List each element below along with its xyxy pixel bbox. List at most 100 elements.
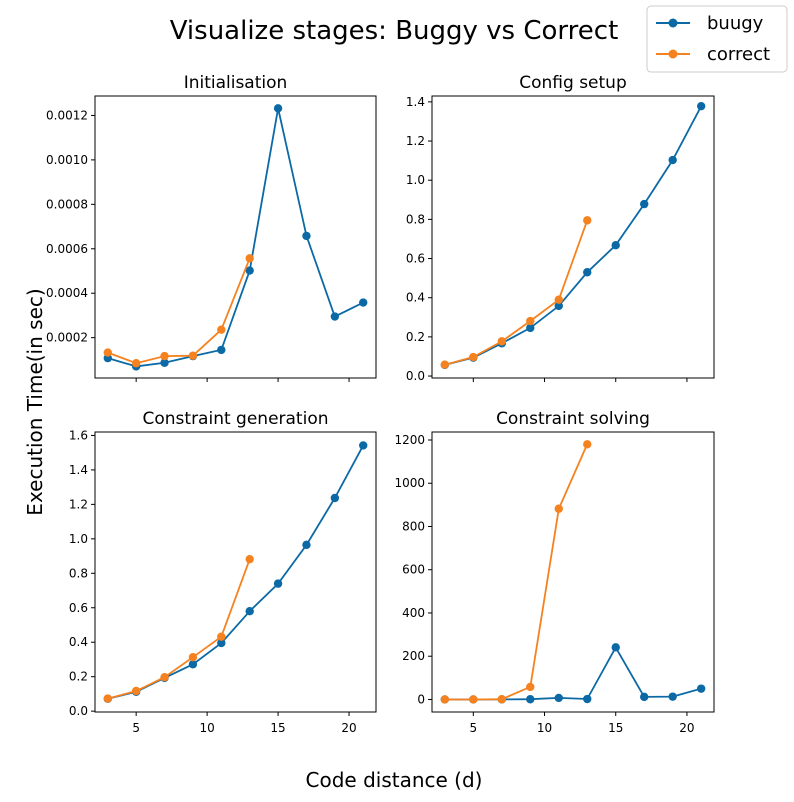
legend-marker-buugy <box>668 18 678 28</box>
y-tick-label: 0.4 <box>406 291 425 305</box>
series-line-buugy <box>444 105 702 366</box>
data-point-buugy <box>188 660 198 669</box>
y-tick-label: 0.2 <box>69 670 88 684</box>
data-point-buugy <box>245 266 254 275</box>
data-point-correct <box>103 348 112 357</box>
series-line-buugy <box>107 444 364 700</box>
series-line-correct <box>107 257 251 365</box>
data-point-buugy <box>330 312 340 321</box>
data-point-buugy <box>668 692 677 701</box>
y-tick-label: 1.0 <box>69 532 88 546</box>
y-tick-label: 0.4 <box>69 635 88 649</box>
subplot-3: Constraint generation 0.0 0.2 0.4 0.6 0.8 1.0 1… <box>69 409 377 735</box>
data-point-buugy <box>640 199 649 209</box>
x-tick-label: 20 <box>341 721 356 735</box>
data-point-correct <box>497 337 506 346</box>
y-tick-label: 0 <box>417 692 425 706</box>
axes-frame <box>94 431 377 713</box>
subplot-title: Constraint generation <box>143 409 329 429</box>
data-point-buugy <box>526 695 535 704</box>
series-line-correct <box>107 558 251 700</box>
y-tick-label: 0.2 <box>406 330 425 344</box>
data-point-buugy <box>245 607 254 616</box>
data-point-correct <box>188 351 198 360</box>
data-point-buugy <box>273 579 283 588</box>
y-tick-label: 0.0008 <box>46 197 88 211</box>
data-point-correct <box>245 554 254 564</box>
subplot-2: Config setup 0.0 0.2 0.4 0.6 0.8 1.0 1.2 1.4 <box>406 73 715 383</box>
data-point-correct <box>583 216 592 225</box>
data-point-correct <box>217 632 226 641</box>
data-point-buugy <box>668 155 677 165</box>
data-point-correct <box>245 254 254 263</box>
data-point-correct <box>131 686 141 696</box>
y-tick-label: 1000 <box>394 476 425 490</box>
data-point-correct <box>131 359 141 368</box>
legend: buugy correct <box>646 5 788 73</box>
data-point-buugy <box>611 643 620 652</box>
y-tick-label: 1.0 <box>406 173 425 187</box>
y-tick-label: 0.8 <box>406 212 425 226</box>
x-tick-label: 15 <box>608 721 623 735</box>
subplot-title: Initialisation <box>184 73 288 93</box>
legend-label: buugy <box>707 13 764 34</box>
x-tick-label: 5 <box>132 721 140 735</box>
y-tick-label: 400 <box>402 606 425 620</box>
data-point-correct <box>526 316 535 326</box>
data-point-correct <box>160 672 169 682</box>
data-point-buugy <box>217 638 226 648</box>
data-point-buugy <box>359 298 368 307</box>
y-tick-label: 1.4 <box>69 463 88 477</box>
subplot-title: Config setup <box>519 73 627 93</box>
y-tick-label: 1.2 <box>406 134 425 148</box>
data-point-buugy <box>217 345 226 355</box>
data-point-buugy <box>526 323 535 333</box>
data-point-buugy <box>583 694 592 704</box>
x-tick-label: 10 <box>537 721 552 735</box>
data-point-correct <box>526 682 535 692</box>
y-tick-label: 0.0010 <box>46 153 88 167</box>
y-tick-label: 0.6 <box>406 252 425 266</box>
axes-frame <box>431 95 715 379</box>
data-point-correct <box>217 325 226 334</box>
x-tick-label: 15 <box>270 721 285 735</box>
data-point-correct <box>469 695 478 704</box>
data-point-correct <box>440 360 450 369</box>
data-point-buugy <box>554 301 563 311</box>
y-tick-label: 200 <box>402 649 425 663</box>
legend-label: correct <box>707 44 770 65</box>
x-axis-label: Code distance (d) <box>306 768 483 792</box>
y-axis-label: Execution Time(in sec) <box>23 288 47 515</box>
y-tick-label: 1.4 <box>406 95 425 109</box>
subplot-title: Constraint solving <box>496 409 650 429</box>
data-point-buugy <box>696 101 706 111</box>
axes-frame <box>431 431 715 713</box>
data-point-buugy <box>330 493 340 503</box>
data-point-correct <box>188 653 198 662</box>
y-tick-label: 0.0006 <box>46 242 88 256</box>
y-tick-label: 0.0002 <box>46 331 88 345</box>
y-tick-label: 1.2 <box>69 497 88 511</box>
data-point-buugy <box>554 693 563 703</box>
data-point-buugy <box>302 231 311 241</box>
y-tick-label: 0.6 <box>69 601 88 615</box>
y-tick-label: 600 <box>402 563 425 577</box>
series-line-buugy <box>444 645 702 701</box>
data-point-buugy <box>273 104 283 113</box>
y-tick-label: 800 <box>402 519 425 533</box>
data-point-correct <box>103 694 112 703</box>
axes-frame <box>94 95 377 379</box>
y-tick-label: 0.8 <box>69 566 88 580</box>
data-point-buugy <box>611 241 620 250</box>
subplots: Initialisation 0.0002 0.0004 0.0006 0.0008 0.… <box>46 73 715 735</box>
series-line-correct <box>444 220 589 366</box>
legend-marker-correct <box>668 49 678 59</box>
subplot-4: Constraint solving 0 200 400 600 800 1000 1200 5… <box>394 409 715 735</box>
data-point-correct <box>160 351 169 361</box>
y-tick-label: 0.0 <box>406 369 425 383</box>
data-point-buugy <box>359 441 368 450</box>
data-point-buugy <box>640 692 649 702</box>
data-point-correct <box>554 504 563 513</box>
x-tick-label: 20 <box>679 721 694 735</box>
